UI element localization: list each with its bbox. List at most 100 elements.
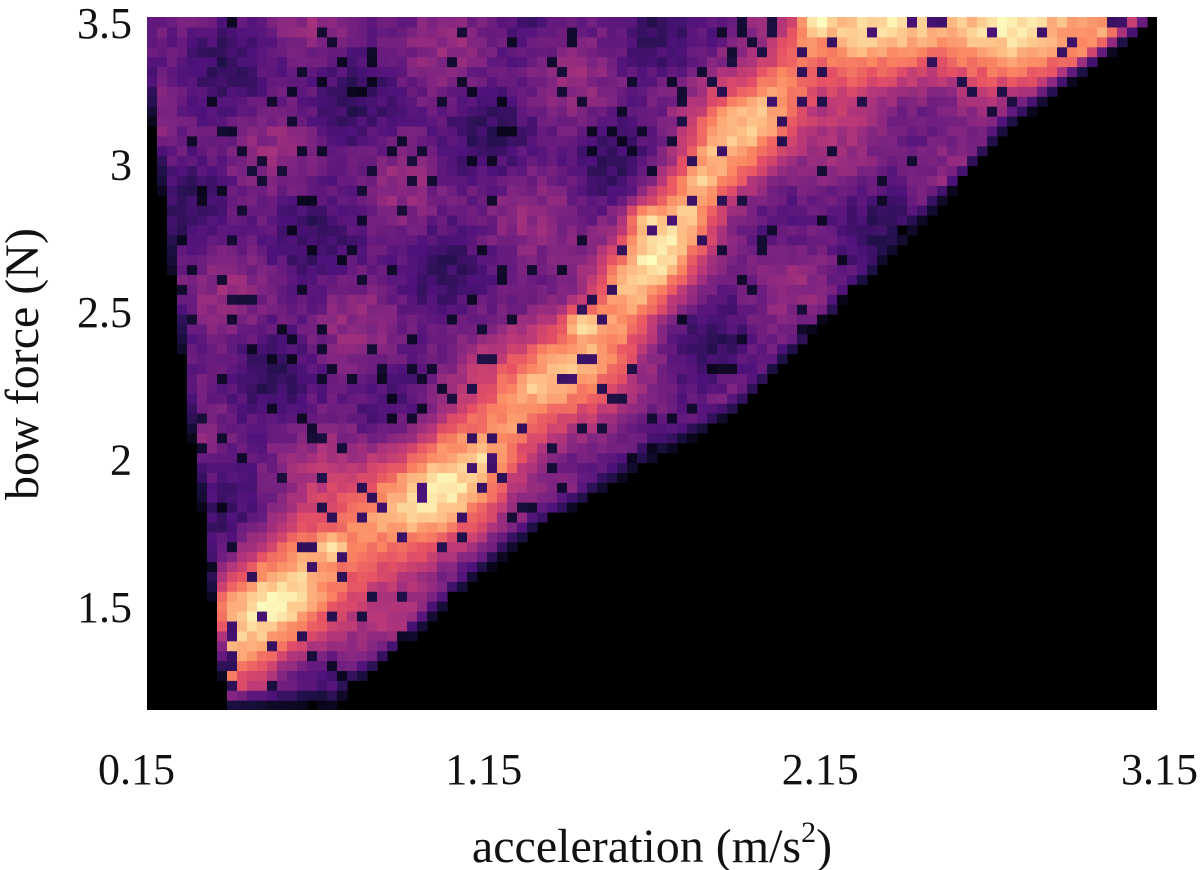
- heatmap-cell: [647, 205, 658, 216]
- heatmap-cell: [697, 195, 708, 206]
- y-tick-label: 3: [110, 140, 132, 189]
- heatmap-cell: [547, 116, 558, 127]
- heatmap-cell: [247, 314, 258, 325]
- heatmap-cell: [197, 86, 208, 97]
- heatmap-cell: [357, 561, 368, 572]
- heatmap-cell: [557, 393, 568, 404]
- heatmap-cell: [247, 670, 258, 681]
- heatmap-cell: [477, 422, 488, 434]
- heatmap-cell: [367, 591, 378, 602]
- heatmap-cell: [467, 551, 478, 563]
- heatmap-cell: [727, 274, 738, 285]
- heatmap-cell: [647, 17, 658, 28]
- heatmap-cell: [527, 413, 538, 424]
- heatmap-cell: [257, 185, 268, 196]
- heatmap-cell: [617, 96, 628, 107]
- heatmap-cell: [627, 422, 638, 434]
- heatmap-cell: [197, 46, 208, 58]
- heatmap-cell: [207, 234, 218, 246]
- heatmap-cell: [317, 323, 328, 335]
- heatmap-cell: [287, 323, 298, 335]
- heatmap-cell: [167, 145, 178, 157]
- heatmap-cell: [667, 36, 678, 48]
- heatmap-cell: [427, 442, 438, 454]
- heatmap-cell: [647, 195, 658, 206]
- heatmap-cell: [567, 17, 578, 28]
- heatmap-cell: [437, 274, 448, 285]
- heatmap-cell: [457, 205, 468, 216]
- heatmap-cell: [457, 571, 468, 582]
- heatmap-cell: [587, 333, 598, 345]
- heatmap-cell: [277, 531, 288, 543]
- heatmap-cell: [647, 116, 658, 127]
- heatmap-cell: [297, 541, 308, 553]
- heatmap-cell: [447, 66, 458, 77]
- heatmap-cell: [357, 274, 368, 285]
- heatmap-cell: [837, 234, 848, 246]
- heatmap-cell: [807, 36, 818, 48]
- heatmap-cell: [287, 106, 298, 117]
- heatmap-cell: [757, 244, 768, 256]
- heatmap-cell: [317, 591, 328, 602]
- y-axis-label: bow force (N): [0, 228, 49, 500]
- heatmap-cell: [707, 145, 718, 157]
- heatmap-cell: [447, 521, 458, 533]
- heatmap-cell: [207, 373, 218, 384]
- heatmap-cell: [707, 205, 718, 216]
- heatmap-cell: [357, 314, 368, 325]
- heatmap-cell: [567, 76, 578, 87]
- heatmap-cell: [257, 521, 268, 533]
- heatmap-cell: [657, 46, 668, 58]
- heatmap-cell: [307, 502, 318, 513]
- heatmap-cell: [237, 492, 248, 503]
- heatmap-cell: [707, 66, 718, 77]
- heatmap-cell: [847, 254, 858, 266]
- heatmap-cell: [387, 442, 398, 454]
- heatmap-cell: [447, 234, 458, 246]
- heatmap-cell: [297, 205, 308, 216]
- heatmap-cell: [397, 432, 408, 444]
- heatmap-cell: [207, 323, 218, 335]
- heatmap-cell: [1087, 36, 1098, 48]
- heatmap-cell: [667, 373, 678, 384]
- heatmap-cell: [557, 323, 568, 335]
- heatmap-cell: [727, 195, 738, 206]
- heatmap-cell: [287, 215, 298, 226]
- heatmap-cell: [597, 482, 608, 493]
- heatmap-cell: [487, 383, 498, 394]
- heatmap-cell: [647, 353, 658, 365]
- heatmap-cell: [567, 224, 578, 236]
- heatmap-cell: [1057, 17, 1068, 28]
- heatmap-cell: [187, 96, 198, 107]
- heatmap-cell: [737, 224, 748, 236]
- heatmap-cell: [417, 521, 428, 533]
- heatmap-cell: [1057, 46, 1068, 58]
- heatmap-cell: [227, 690, 238, 701]
- heatmap-cell: [587, 26, 598, 38]
- heatmap-cell: [807, 46, 818, 58]
- heatmap-cell: [327, 422, 338, 434]
- heatmap-cell: [467, 502, 478, 513]
- heatmap-cell: [567, 215, 578, 226]
- heatmap-cell: [907, 96, 918, 107]
- heatmap-cell: [787, 46, 798, 58]
- heatmap-cell: [297, 294, 308, 305]
- heatmap-cell: [217, 96, 228, 107]
- heatmap-cell: [727, 175, 738, 186]
- heatmap-cell: [257, 363, 268, 374]
- heatmap-cell: [587, 96, 598, 107]
- heatmap-cell: [607, 165, 618, 176]
- heatmap-cell: [437, 521, 448, 533]
- heatmap-cell: [527, 432, 538, 444]
- heatmap-cell: [467, 155, 478, 167]
- heatmap-cell: [767, 205, 778, 216]
- heatmap-cell: [267, 205, 278, 216]
- heatmap-cell: [527, 363, 538, 374]
- heatmap-cell: [547, 353, 558, 365]
- heatmap-cell: [757, 254, 768, 266]
- heatmap-cell: [307, 234, 318, 246]
- heatmap-cell: [737, 215, 748, 226]
- heatmap-cell: [197, 482, 208, 493]
- heatmap-cell: [317, 254, 328, 266]
- heatmap-cell: [947, 145, 958, 157]
